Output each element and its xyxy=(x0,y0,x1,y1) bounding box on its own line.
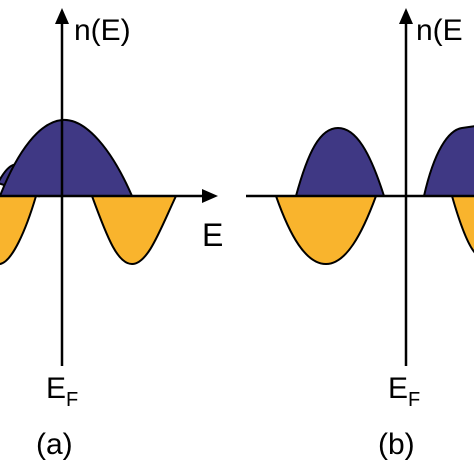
panel-b-fermi-label-subscript: F xyxy=(408,389,420,411)
panel-b-upper-lobe-right xyxy=(422,125,474,197)
panel-a: n(E) E EF (a) xyxy=(0,8,223,461)
panel-a-upper-lobe-center xyxy=(0,118,134,197)
panel-b-fermi-axis-arrowhead xyxy=(399,8,413,24)
panel-b-fermi-label-main: E xyxy=(388,372,408,405)
panel-b-lower-lobe-left xyxy=(274,195,378,266)
panel-a-label: (a) xyxy=(36,428,73,461)
panel-a-x-axis-label: E xyxy=(202,217,223,253)
panel-a-fermi-label-subscript: F xyxy=(66,389,78,411)
panel-a-y-axis-label: n(E) xyxy=(74,14,131,47)
panel-b-lower-lobe-right xyxy=(450,195,474,254)
panel-a-energy-axis-arrowhead xyxy=(202,189,218,203)
panel-a-fermi-label-main: E xyxy=(46,372,66,405)
panel-b: n(E EF (b) xyxy=(246,8,474,461)
panel-b-label: (b) xyxy=(378,428,415,461)
panel-a-fermi-axis-arrowhead xyxy=(55,8,69,24)
panel-b-upper-lobe-left xyxy=(294,126,386,197)
panel-a-fermi-label: EF xyxy=(46,372,78,411)
panel-a-lower-lobe-right xyxy=(90,195,178,266)
panel-a-lower-lobe-left xyxy=(0,195,38,265)
panel-b-fermi-label: EF xyxy=(388,372,420,411)
panel-b-y-axis-label: n(E xyxy=(416,14,463,47)
